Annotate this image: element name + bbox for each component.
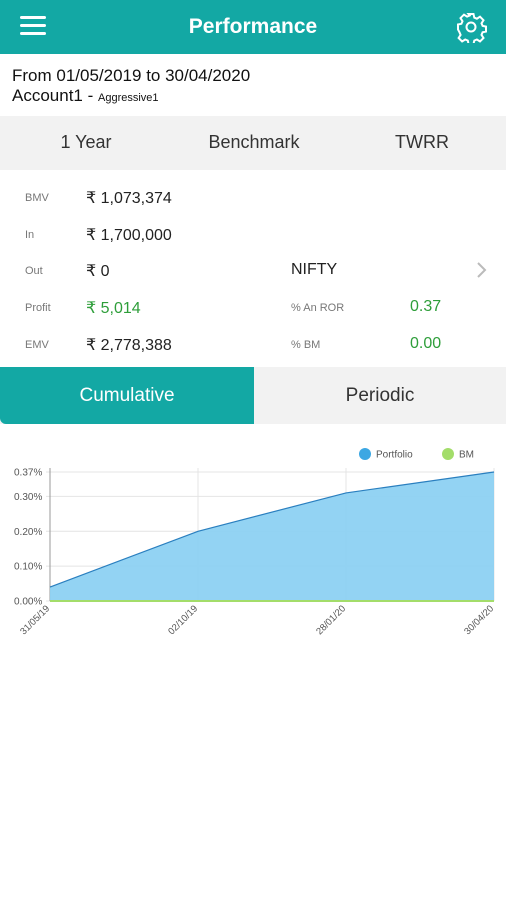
- emv-label: EMV: [25, 339, 49, 351]
- bm-value: 0.00: [410, 335, 442, 352]
- legend-dot-portfolio: [359, 448, 371, 460]
- gear-icon[interactable]: [455, 11, 487, 43]
- filter-bar: 1 Year Benchmark TWRR: [0, 116, 506, 170]
- y-tick-label: 0.10%: [14, 562, 42, 573]
- bmv-value: ₹ 1,073,374: [86, 190, 172, 207]
- x-tick-label: 31/05/19: [18, 603, 52, 637]
- y-tick-label: 0.20%: [14, 527, 42, 538]
- benchmark-selector[interactable]: Benchmark: [208, 132, 300, 152]
- chart-tabs: Cumulative Periodic: [0, 367, 506, 424]
- account-line: Account1 - Aggressive1: [12, 86, 159, 108]
- legend-label-portfolio: Portfolio: [376, 450, 413, 461]
- profit-value: ₹ 5,014: [86, 300, 141, 317]
- tab-cumulative[interactable]: Cumulative: [0, 367, 254, 424]
- period-range: From 01/05/2019 to 30/04/2020: [12, 66, 251, 85]
- x-tick-label: 28/01/20: [314, 603, 348, 637]
- page-title: Performance: [188, 15, 318, 38]
- period-selector[interactable]: 1 Year: [60, 132, 112, 152]
- chevron-right-icon[interactable]: [476, 261, 488, 279]
- tab-periodic[interactable]: Periodic: [345, 385, 415, 406]
- performance-chart: Portfolio BM 0.00% 0.10% 0.20% 0.30% 0.37% 31/0…: [14, 448, 496, 637]
- out-label: Out: [25, 265, 43, 277]
- account-separator: -: [82, 86, 98, 105]
- y-tick-label: 0.37%: [14, 468, 42, 479]
- y-tick-label: 0.30%: [14, 492, 42, 503]
- out-value: ₹ 0: [86, 263, 110, 280]
- y-tick-label: 0.00%: [14, 597, 42, 608]
- portfolio-line: [49, 471, 495, 588]
- benchmark-name[interactable]: NIFTY: [291, 261, 338, 278]
- menu-icon[interactable]: [20, 16, 46, 36]
- in-value: ₹ 1,700,000: [86, 227, 172, 244]
- portfolio-area: [50, 472, 494, 601]
- account-name: Account1: [12, 86, 83, 105]
- legend-dot-bm: [442, 448, 454, 460]
- bmv-label: BMV: [25, 192, 49, 204]
- bm-label: % BM: [291, 339, 321, 351]
- an-ror-value: 0.37: [410, 298, 442, 315]
- x-tick-label: 30/04/20: [462, 603, 496, 637]
- emv-value: ₹ 2,778,388: [86, 337, 172, 354]
- legend-label-bm: BM: [459, 450, 474, 461]
- account-profile: Aggressive1: [98, 92, 159, 104]
- profit-label: Profit: [25, 302, 51, 314]
- in-label: In: [25, 229, 35, 241]
- x-tick-label: 02/10/19: [166, 603, 200, 637]
- method-selector[interactable]: TWRR: [395, 132, 449, 152]
- app-header: Performance: [0, 0, 506, 54]
- an-ror-label: % An ROR: [291, 302, 345, 314]
